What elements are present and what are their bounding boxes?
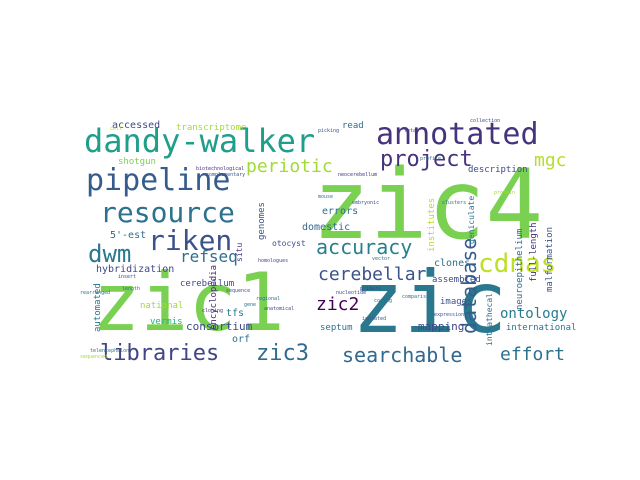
cloud-word: isolated	[362, 316, 386, 322]
cloud-word: annotated	[376, 117, 539, 152]
cloud-word: biotechnological	[196, 166, 244, 172]
cloud-word: protein	[494, 190, 515, 196]
cloud-word: orf	[232, 334, 250, 345]
cloud-word: zic	[352, 253, 507, 353]
cloud-word: zic4	[312, 149, 543, 261]
cloud-word: comparison	[402, 294, 432, 300]
cloud-word: intrathecal	[485, 293, 494, 346]
cloud-word: transcriptome	[176, 123, 246, 133]
cloud-word: telencephalon	[90, 348, 129, 354]
cloud-word: zic2	[316, 294, 359, 315]
cloud-word: refseq	[180, 247, 238, 266]
cloud-word: institutes	[427, 198, 437, 252]
cloud-word: insert	[118, 274, 136, 280]
cloud-word: primers	[360, 286, 381, 292]
cloud-word: sequenced	[80, 354, 107, 360]
cloud-word: periotic	[246, 156, 333, 177]
cloud-word: automated	[93, 283, 103, 332]
cloud-word: geniculate	[467, 196, 476, 244]
cloud-word: malformation	[545, 227, 555, 292]
cloud-word: complementary	[206, 172, 245, 178]
cloud-word: cerebellum	[180, 279, 234, 289]
cloud-word: shotgun	[118, 157, 156, 167]
cloud-word: international	[506, 323, 576, 333]
cloud-word: errors	[322, 206, 358, 217]
cloud-word: cloning	[202, 308, 223, 314]
cloud-word: expression	[434, 312, 464, 318]
cloud-word: 5'-est	[110, 230, 146, 241]
cloud-word: project	[380, 147, 473, 172]
cloud-word: pipeline	[86, 163, 231, 198]
cloud-word: description	[468, 165, 528, 175]
cloud-word: read	[342, 121, 364, 131]
cloud-word: fetal	[404, 128, 419, 134]
cloud-word: full-length	[529, 222, 539, 282]
cloud-word: rearranged	[80, 290, 110, 296]
cloud-word: picking	[318, 128, 339, 134]
cloud-word: mapping	[418, 320, 464, 333]
cloud-word: cdnas	[478, 249, 556, 279]
cloud-word: collection	[470, 118, 500, 124]
cloud-word: searchable	[342, 343, 462, 367]
cloud-word: national	[140, 301, 183, 311]
cloud-word: domestic	[302, 222, 350, 233]
cloud-word: consortium	[186, 320, 253, 333]
cloud-word: gene	[244, 302, 256, 308]
cloud-word: neocerebellum	[338, 172, 377, 178]
cloud-word: coding	[374, 298, 392, 304]
cloud-word: mouse	[318, 194, 333, 200]
cloud-word: neuroepithelium	[515, 229, 525, 310]
cloud-word: zic3	[256, 341, 309, 366]
cloud-word: mgc	[534, 150, 567, 171]
cloud-word: dwm	[88, 240, 131, 268]
cloud-word: vector	[372, 256, 390, 262]
cloud-word: embryonic	[352, 200, 379, 206]
cloud-word: encyclopedia	[209, 265, 219, 330]
cloud-word: nucleotide	[336, 290, 366, 296]
cloud-word: tfs	[226, 308, 244, 319]
cloud-word: length	[122, 286, 140, 292]
cloud-word: accuracy	[316, 235, 412, 259]
cloud-word: genomes	[257, 202, 267, 240]
cloud-word: situ	[235, 243, 244, 262]
cloud-word: cell	[110, 126, 122, 132]
cloud-word: zic1	[92, 256, 285, 349]
cloud-word: regional	[256, 296, 280, 302]
cloud-word: vermis	[150, 317, 183, 327]
cloud-word: cerebellar	[318, 264, 427, 285]
cloud-word: otocyst	[272, 239, 306, 248]
cloud-word: anatomical	[264, 306, 294, 312]
cloud-word: assembled	[432, 275, 481, 285]
cloud-word: clusters	[442, 200, 466, 206]
cloud-word: resource	[100, 196, 235, 229]
cloud-word: images	[440, 297, 473, 307]
cloud-word: hybridization	[96, 264, 174, 275]
cloud-word: effort	[500, 344, 565, 365]
cloud-word: clones	[434, 258, 470, 269]
cloud-word: sequence	[226, 288, 250, 294]
cloud-word: riken	[148, 224, 232, 257]
cloud-word: profile	[420, 156, 441, 162]
cloud-word: database	[457, 238, 481, 334]
cloud-word: libraries	[100, 341, 219, 366]
cloud-word: ontology	[500, 306, 567, 322]
cloud-word: homologues	[258, 258, 288, 264]
cloud-word: accessed	[112, 120, 160, 131]
cloud-word: septum	[320, 323, 353, 333]
cloud-word: dandy-walker	[84, 122, 315, 160]
